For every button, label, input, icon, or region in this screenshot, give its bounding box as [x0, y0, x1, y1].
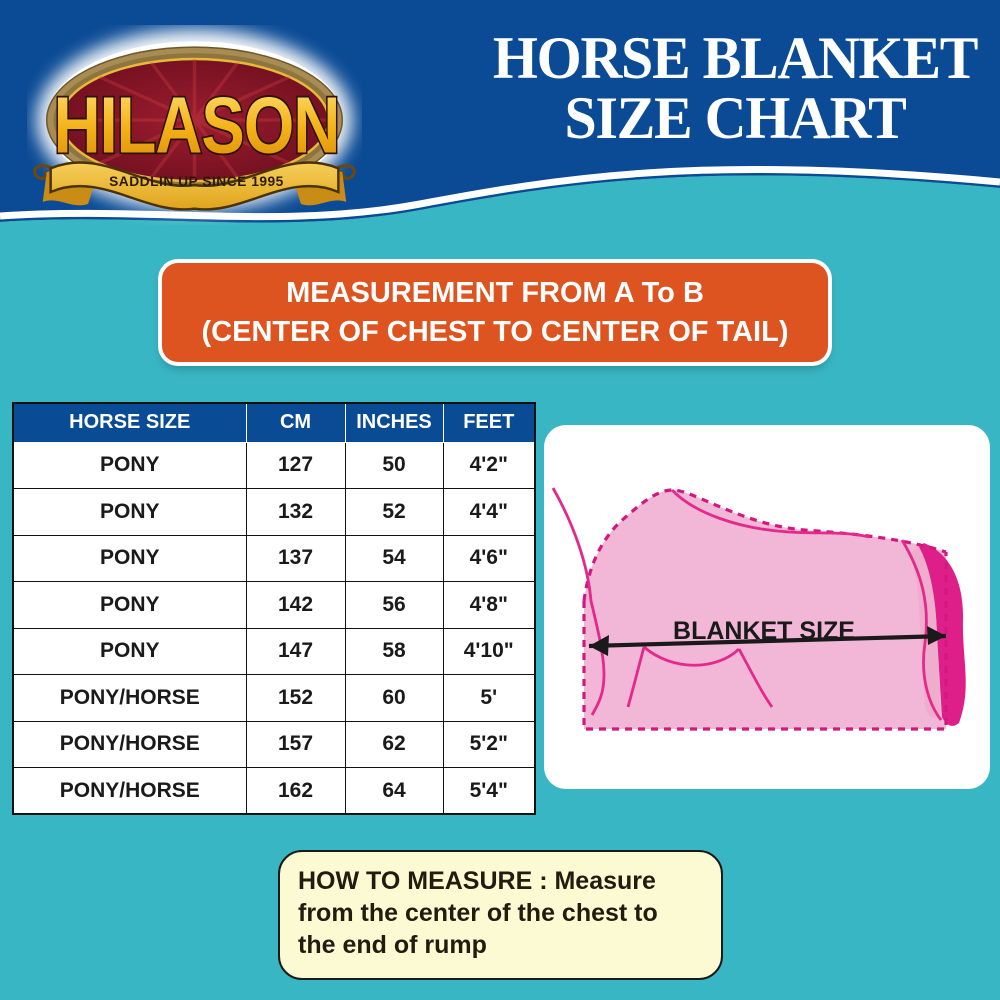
svg-text:HILASON: HILASON [54, 81, 340, 170]
svg-text:BLANKET SIZE: BLANKET SIZE [673, 617, 855, 645]
svg-text:SADDLIN UP SINCE 1995: SADDLIN UP SINCE 1995 [109, 174, 284, 189]
